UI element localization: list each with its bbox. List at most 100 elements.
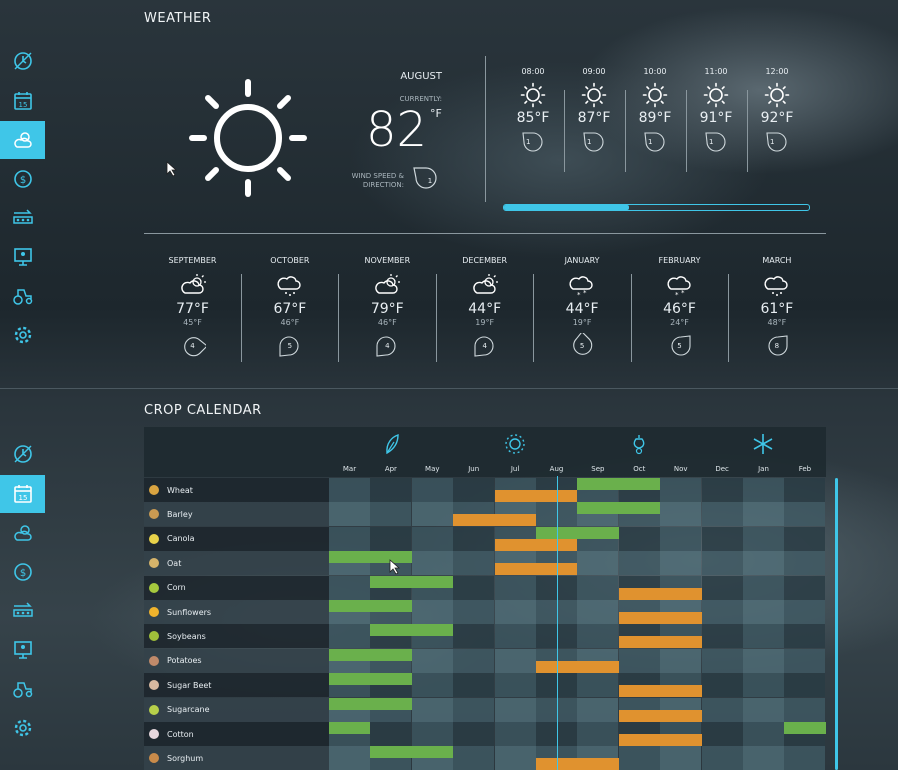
sidebar-item-vehicles[interactable] [0, 670, 45, 708]
clock-money-icon [12, 443, 34, 465]
crop-row[interactable]: Oat [144, 551, 826, 576]
crop-label: Canola [167, 534, 195, 544]
calendar-cell [411, 673, 453, 698]
month-high-temperature: 44°F [468, 301, 502, 317]
monthly-item: MARCH 61°F 48°F 8 [728, 256, 825, 359]
crop-icon [149, 704, 159, 715]
statistics-icon [12, 246, 34, 268]
calendar-cell [453, 575, 495, 600]
crop-icon [149, 485, 159, 495]
sidebar-item-weather[interactable] [0, 121, 45, 159]
sidebar-item-statistics[interactable] [0, 238, 45, 276]
hourly-divider [564, 90, 565, 172]
sidebar-item-weather[interactable] [0, 514, 45, 552]
hourly-item: 12:00 92°F 1 [746, 67, 808, 156]
crop-row[interactable]: Canola [144, 526, 826, 551]
calendar-cell [701, 575, 743, 600]
crop-row[interactable]: Sugarcane [144, 697, 826, 722]
calendar-cell [370, 526, 412, 551]
calendar-cell [329, 575, 370, 600]
crop-row[interactable]: Soybeans [144, 624, 826, 649]
crop-row[interactable]: Corn [144, 575, 826, 600]
crop-label: Soybeans [167, 631, 206, 641]
sidebar-item-vehicles[interactable] [0, 277, 45, 315]
sidebar-item-production[interactable] [0, 199, 45, 237]
hour-time: 11:00 [704, 67, 728, 76]
plant-period [577, 478, 661, 490]
calendar-month-label: Nov [673, 465, 688, 473]
wind-speed-value: 1 [526, 138, 531, 146]
sidebar-item-statistics[interactable] [0, 631, 45, 669]
calendar-cell [784, 526, 826, 551]
crop-row[interactable]: Wheat [144, 478, 826, 502]
crop-name: Corn [144, 575, 329, 600]
plant-period [329, 648, 412, 661]
month-low-temperature: 46°F [377, 318, 397, 327]
harvest-period [494, 490, 578, 502]
sidebar-item-finances[interactable]: $ [0, 160, 45, 198]
month-low-temperature: 48°F [767, 318, 787, 327]
crop-row[interactable]: Cotton [144, 722, 826, 746]
crop-row[interactable]: Barley [144, 502, 826, 527]
sidebar-item-prices[interactable] [0, 435, 45, 473]
monthly-item: DECEMBER 44°F 19°F 4 [436, 256, 533, 359]
crop-row[interactable]: Sugar Beet [144, 673, 826, 698]
spring-leaf-icon [384, 433, 400, 459]
crop-row[interactable]: Sunflowers [144, 600, 826, 624]
month-high-temperature: 79°F [370, 301, 404, 317]
month-high-temperature: 61°F [760, 301, 794, 317]
monthly-item: SEPTEMBER 77°F 45°F 4 [144, 256, 241, 359]
hourly-scrollbar-thumb[interactable] [504, 205, 630, 210]
harvest-period [494, 563, 578, 576]
month-low-temperature: 19°F [475, 318, 495, 327]
monthly-item: JANUARY * * 44°F 19°F 5 [534, 256, 631, 359]
sidebar-item-calendar[interactable]: 15 [0, 82, 45, 120]
sidebar-item-settings[interactable] [0, 316, 45, 354]
hour-temperature: 91°F [699, 110, 733, 126]
monthly-item: OCTOBER 67°F 46°F 5 [241, 256, 338, 359]
monthly-divider [338, 274, 340, 362]
month-name: MARCH [762, 256, 792, 265]
crop-icon [149, 753, 159, 764]
crop-icon [149, 680, 159, 691]
sidebar-item-production[interactable] [0, 592, 45, 630]
crop-row[interactable]: Sorghum [144, 746, 826, 770]
crop-label: Barley [167, 509, 193, 519]
calendar-cell [536, 624, 577, 649]
calendar-cell [453, 722, 495, 746]
sidebar-item-settings[interactable] [0, 709, 45, 747]
crop-name: Sorghum [144, 746, 329, 770]
calendar-cell [784, 697, 826, 722]
hour-temperature: 85°F [516, 110, 550, 126]
month-name: FEBRUARY [658, 256, 701, 265]
month-high-temperature: 46°F [663, 301, 696, 317]
hourly-scrollbar[interactable] [503, 204, 810, 211]
wind-direction-icon: 1 [642, 130, 668, 156]
sidebar-item-prices[interactable] [0, 42, 45, 80]
calendar-cell [411, 600, 453, 624]
svg-text:*: * [583, 289, 587, 297]
month-low-temperature: 19°F [572, 318, 592, 327]
wind-speed-value: 4 [190, 342, 195, 350]
calendar-scrollbar[interactable] [835, 478, 838, 770]
sidebar-item-finances[interactable]: $ [0, 553, 45, 591]
mouse-cursor [166, 161, 178, 177]
sidebar-item-calendar[interactable]: 15 [0, 475, 45, 513]
crop-row[interactable]: Potatoes [144, 648, 826, 673]
hour-time: 08:00 [521, 67, 545, 76]
calendar-cell [701, 746, 743, 770]
calendar-cell [743, 746, 784, 770]
calendar-cell [577, 600, 619, 624]
mouse-cursor-calendar [389, 559, 401, 575]
crop-label: Sugarcane [167, 705, 210, 715]
calendar-cell [536, 600, 577, 624]
calendar-cell [370, 478, 412, 502]
crop-name: Soybeans [144, 624, 329, 649]
snow-icon: * * [631, 273, 728, 299]
calendar-cell [329, 526, 370, 551]
calendar-month-label: Aug [549, 465, 564, 473]
crop-name: Canola [144, 526, 329, 551]
sun-icon [624, 82, 686, 108]
plant-period [329, 722, 371, 734]
hour-temperature: 92°F [760, 110, 794, 126]
